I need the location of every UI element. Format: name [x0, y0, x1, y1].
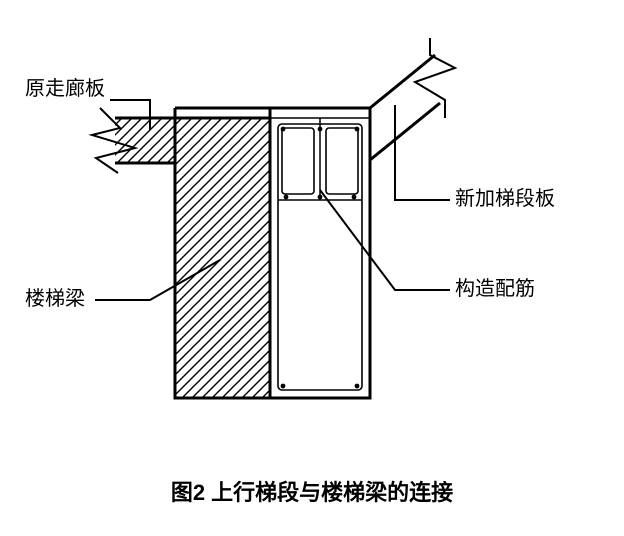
figure-caption: 图2 上行梯段与楼梯梁的连接 [171, 480, 453, 505]
label-rebar: 构造配筋 [455, 277, 535, 300]
leader-new-flight [395, 105, 450, 200]
stair-beam [175, 118, 270, 398]
figure-svg: 原走廊板 楼梯梁 新加梯段板 构造配筋 图2 上行梯段与楼梯梁的连接 [0, 0, 624, 536]
original-slab [115, 118, 175, 163]
new-stair-flight [370, 55, 440, 160]
label-original-slab: 原走廊板 [25, 77, 105, 100]
label-stair-beam: 楼梯梁 [25, 287, 85, 310]
label-new-flight: 新加梯段板 [455, 187, 555, 210]
